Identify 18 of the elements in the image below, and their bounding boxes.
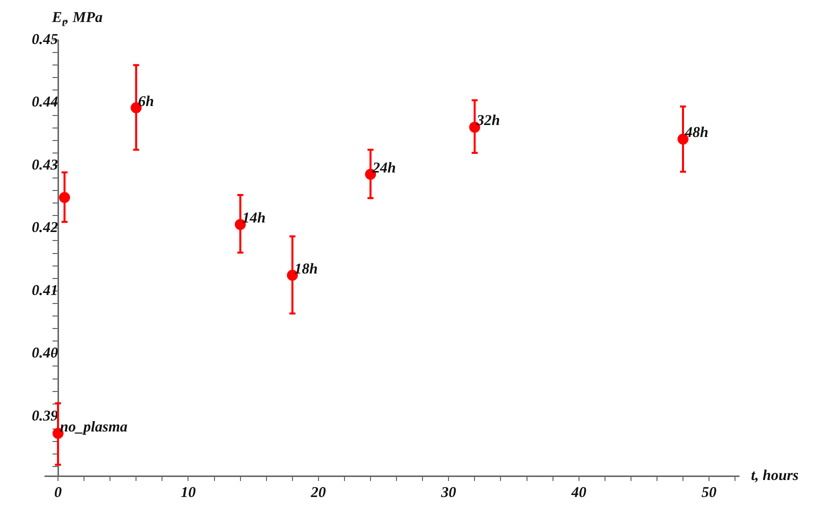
- annotation: 48h: [684, 125, 708, 142]
- x-axis-title: t, hours: [751, 468, 799, 484]
- annotation: 24h: [372, 160, 396, 176]
- x-tick-label: 50: [702, 484, 718, 501]
- x-tick-label: 30: [440, 484, 457, 501]
- annotation: 6h: [138, 94, 154, 110]
- x-tick-label: 20: [310, 484, 326, 501]
- annotation: 32h: [476, 113, 500, 130]
- annotation: no_plasma: [60, 419, 128, 436]
- y-tick-label: 0.44: [32, 94, 59, 111]
- x-tick-label: 10: [180, 484, 196, 501]
- y-tick-label: 0.45: [32, 32, 59, 48]
- x-tick-label: 40: [570, 484, 587, 501]
- x-tick-label: 0: [54, 484, 62, 501]
- annotation: 14h: [242, 210, 266, 226]
- annotation: 18h: [294, 261, 318, 278]
- y-tick-label: 0.41: [32, 282, 58, 299]
- y-tick-label: 0.43: [32, 157, 59, 174]
